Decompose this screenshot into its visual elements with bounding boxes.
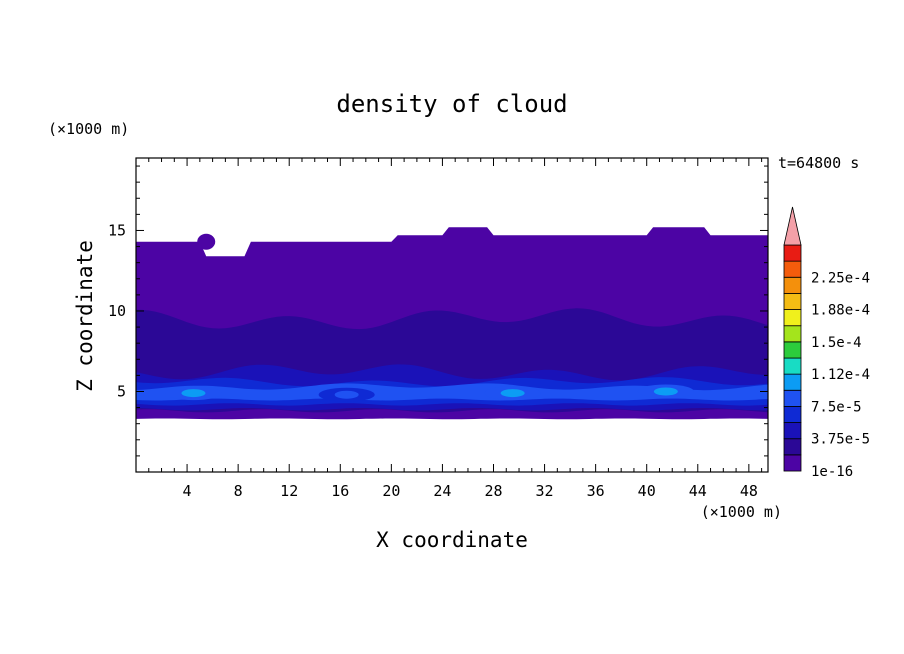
core-max-4 <box>653 387 678 396</box>
colorbar-swatch-8 <box>783 341 802 359</box>
contour-fills <box>136 227 768 420</box>
core-max-1 <box>181 389 206 398</box>
colorbar-swatch-14 <box>783 244 802 262</box>
y-tick-label: 5 <box>117 382 126 400</box>
core-max-2 <box>334 390 359 399</box>
colorbar-swatch-5 <box>783 389 802 407</box>
colorbar-tick-label: 1.88e-4 <box>811 303 870 319</box>
colorbar-tick-label: 3.75e-5 <box>811 432 870 448</box>
y-axis-title: Z coordinate <box>73 240 97 392</box>
x-axis-title: X coordinate <box>376 528 528 552</box>
contour-blob <box>197 233 216 250</box>
x-axis: 4 8 12 16 20 24 28 32 36 40 44 48 <box>148 158 763 500</box>
colorbar-swatch-13 <box>783 260 802 278</box>
plot-frame <box>135 157 769 473</box>
x-tick-label: 12 <box>280 482 298 500</box>
colorbar-swatch-12 <box>783 276 802 294</box>
colorbar-swatch-6 <box>783 373 802 391</box>
colorbar-tick-label: 1e-16 <box>811 464 853 480</box>
colorbar-swatch-9 <box>783 325 802 343</box>
core-max-3 <box>500 389 525 398</box>
y-tick-label: 15 <box>108 221 126 239</box>
colorbar-swatch-11 <box>783 292 802 310</box>
y-axis-unit: (×1000 m) <box>48 120 129 138</box>
x-tick-label: 20 <box>382 482 400 500</box>
colorbar-swatch-7 <box>783 357 802 375</box>
x-tick-label: 44 <box>689 482 707 500</box>
y-tick-label: 10 <box>108 302 126 320</box>
x-tick-label: 16 <box>331 482 349 500</box>
time-label: t=64800 s <box>778 154 859 172</box>
colorbar-extend-arrow <box>783 206 802 246</box>
x-tick-label: 48 <box>740 482 758 500</box>
colorbar: 1e-16 3.75e-5 7.5e-5 1.12e-4 1.5e-4 1.88e-4 2.… <box>783 206 870 480</box>
x-tick-label: 32 <box>536 482 554 500</box>
x-tick-label: 4 <box>183 482 192 500</box>
colorbar-swatch-4 <box>783 405 802 423</box>
colorbar-swatch-10 <box>783 309 802 327</box>
x-tick-label: 24 <box>433 482 451 500</box>
x-tick-label: 40 <box>638 482 656 500</box>
colorbar-swatch-3 <box>783 422 802 440</box>
y-axis: 5 10 15 <box>108 165 768 457</box>
colorbar-tick-label: 1.5e-4 <box>811 335 862 351</box>
x-axis-unit: (×1000 m) <box>701 503 782 521</box>
colorbar-swatch-2 <box>783 438 802 456</box>
colorbar-swatch-1 <box>783 454 802 472</box>
colorbar-tick-label: 1.12e-4 <box>811 367 870 383</box>
colorbar-tick-label: 7.5e-5 <box>811 399 862 415</box>
plot-area <box>136 227 768 420</box>
colorbar-tick-label: 2.25e-4 <box>811 270 870 286</box>
chart-title: density of cloud <box>336 90 567 118</box>
contour-region-5 <box>136 383 768 401</box>
x-tick-label: 36 <box>587 482 605 500</box>
x-tick-label: 28 <box>484 482 502 500</box>
x-tick-label: 8 <box>234 482 243 500</box>
